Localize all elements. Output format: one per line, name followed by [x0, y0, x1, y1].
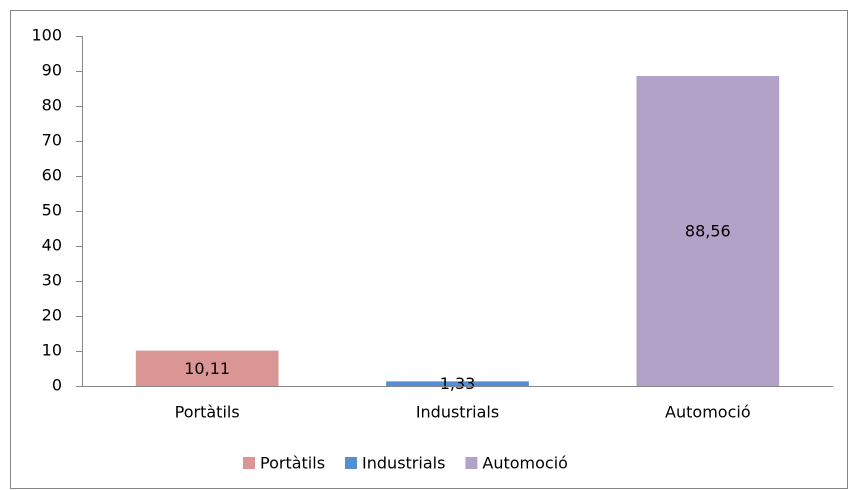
y-tick-label: 100 [31, 26, 62, 45]
y-tick-label: 50 [42, 201, 62, 220]
bar [636, 76, 780, 386]
y-tick-label: 90 [42, 61, 62, 80]
legend-swatch [465, 457, 478, 469]
x-tick-label: Industrials [416, 403, 499, 422]
y-tick-label: 0 [52, 376, 62, 395]
bar [135, 350, 279, 386]
legend-label: Automoció [482, 454, 568, 473]
data-label: 1,33 [440, 374, 476, 393]
data-label: 10,11 [184, 359, 230, 378]
legend-label: Industrials [362, 454, 445, 473]
y-tick-label: 70 [42, 131, 62, 150]
y-tick-label: 80 [42, 96, 62, 115]
y-tick-label: 30 [42, 271, 62, 290]
y-tick-label: 60 [42, 166, 62, 185]
x-tick-label: Portàtils [175, 403, 240, 422]
x-tick-label: Automoció [665, 403, 751, 422]
legend-label: Portàtils [260, 454, 325, 473]
bar [386, 381, 529, 386]
y-tick-label: 20 [42, 306, 62, 325]
legend-swatch [345, 457, 358, 469]
y-tick-label: 10 [42, 341, 62, 360]
data-label: 88,56 [685, 222, 731, 241]
legend-swatch [243, 457, 255, 469]
y-tick-label: 40 [42, 236, 62, 255]
